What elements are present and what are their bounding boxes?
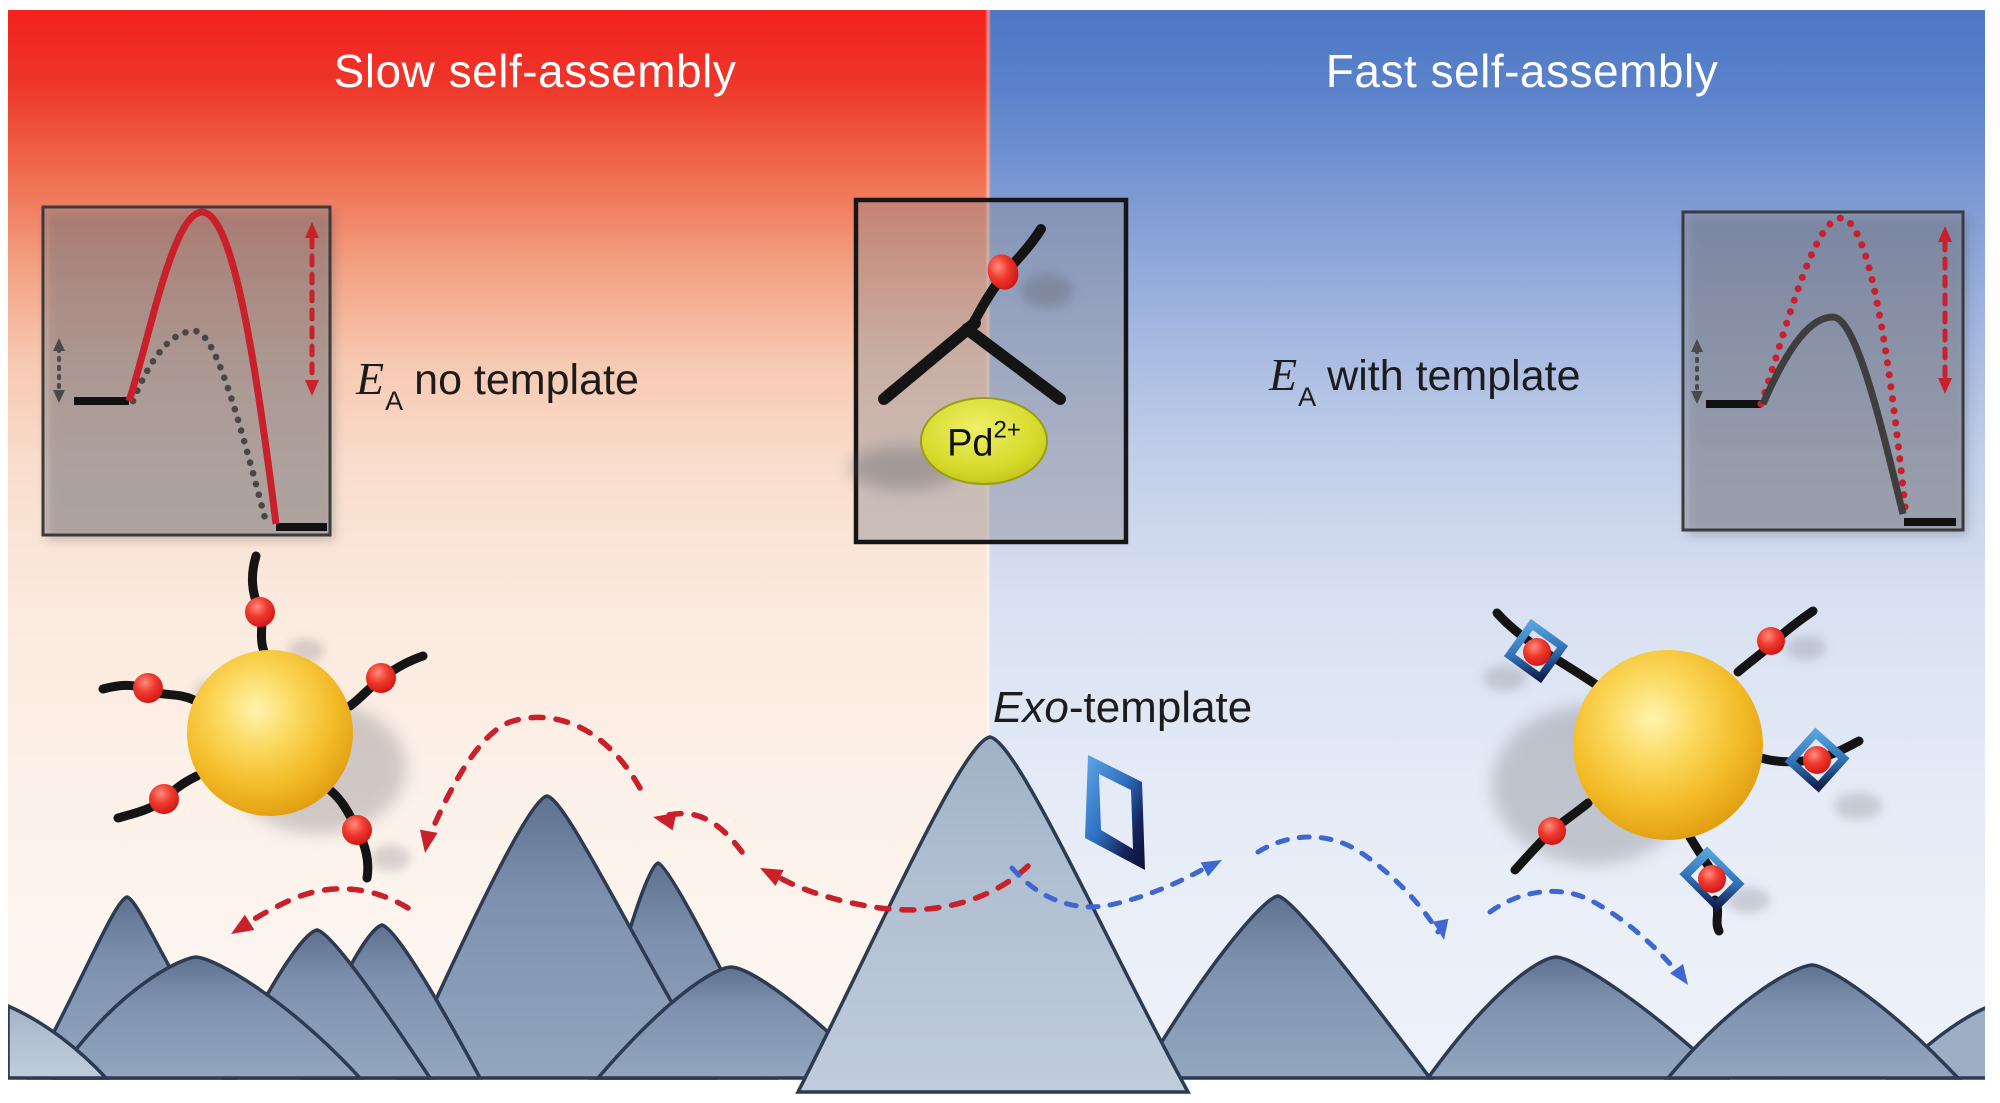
binding-site-bead: [245, 597, 275, 627]
inset-shadow: [1687, 217, 1967, 535]
template-ring-icon: [1679, 846, 1745, 912]
mountain-light-front: [795, 735, 1191, 1094]
inset-frame: [853, 197, 1129, 545]
mountain: [1136, 894, 1434, 1080]
ea-text: no template: [414, 356, 639, 404]
gold-sphere: [187, 650, 353, 816]
binding-site-bead: [366, 663, 396, 693]
shadow: [370, 845, 410, 871]
inset-frame: [1681, 210, 1965, 532]
arrowhead: [231, 914, 255, 934]
shadow: [1726, 887, 1770, 913]
barrier-curve-no-template-dotted: [1757, 214, 1910, 520]
gold-sphere: [1573, 650, 1763, 840]
barrier-curve-with-template-dotted: [129, 327, 269, 522]
exo-template-label: Exo-template: [993, 683, 1252, 733]
red-dashed-arc: [767, 863, 1031, 913]
exo-text: -template: [1068, 683, 1253, 732]
mountain: [51, 955, 364, 1080]
blue-dashed-arc: [1487, 888, 1685, 981]
pd-ligand-box: [849, 197, 1129, 545]
pd-ion-ellipse: [920, 397, 1048, 485]
panel-title-fast: Fast self-assembly: [1326, 44, 1718, 98]
ea-double-arrow-tall-red: [305, 222, 319, 396]
binding-site-bead: [342, 815, 372, 845]
ea-double-arrow-tall-red: [1938, 226, 1952, 394]
pd-charge: 2+: [993, 416, 1021, 444]
barrier-curve-with-template-solid: [1759, 313, 1907, 515]
energy-profile-inset-with-template: [1681, 210, 1967, 535]
binding-site-beads: [133, 597, 396, 845]
arrowhead: [653, 812, 677, 831]
mountain: [397, 794, 719, 1080]
hopping-path-blue-arrowheads: [1200, 860, 1688, 985]
shadow: [1834, 792, 1882, 820]
hopping-path-red-arrowheads: [231, 812, 784, 934]
arrowhead: [1669, 964, 1688, 985]
binding-site-beads: [1523, 627, 1831, 893]
hopping-path-blue: [1009, 834, 1685, 981]
binding-site-bead: [1698, 865, 1726, 893]
pd-element: Pd: [947, 422, 994, 465]
red-dashed-arc: [425, 714, 643, 843]
mountain: [1664, 963, 1963, 1080]
exo-italic: Exo: [993, 683, 1069, 732]
pd-catalyst-label: Pd2+: [947, 417, 1021, 466]
blue-dashed-arc: [1255, 834, 1441, 935]
ea-symbol: E: [356, 353, 385, 404]
mountain: [1424, 955, 1730, 1080]
energy-landscape-mountains: [8, 735, 1985, 1094]
binding-site-bead: [149, 784, 179, 814]
inset-frame: [41, 205, 332, 537]
binding-site-bead: [1523, 638, 1551, 666]
exo-template-ring-icon: [1085, 755, 1145, 870]
arrowhead: [1200, 860, 1222, 877]
binding-site-bead: [1538, 817, 1566, 845]
ea-double-arrow-small-gray: [53, 338, 65, 403]
background-fast-panel: [989, 10, 1985, 1078]
ea-subscript: A: [385, 385, 404, 416]
arrowhead: [419, 829, 438, 853]
red-dashed-arc: [237, 886, 411, 931]
red-dashed-arc: [661, 810, 745, 855]
barrier-curve-no-template-solid: [125, 208, 280, 525]
activation-energy-label-with-template: EA with template: [1269, 348, 1581, 412]
inset-shadow: [47, 212, 334, 540]
foreground-light-slope: [8, 1004, 111, 1080]
template-rings: [1503, 618, 1850, 912]
binding-site-bead: [1757, 627, 1785, 655]
panel-title-slow-text: Slow self-assembly: [333, 45, 737, 97]
ea-text: with template: [1327, 352, 1581, 400]
ea-double-arrow-small-gray: [1691, 339, 1703, 404]
shadow: [1021, 274, 1073, 308]
ea-subscript: A: [1298, 381, 1317, 412]
template-ring-icon: [1784, 727, 1850, 793]
ea-symbol: E: [1269, 349, 1298, 400]
panel-title-fast-text: Fast self-assembly: [1325, 45, 1719, 97]
panel-title-slow: Slow self-assembly: [334, 44, 737, 98]
gold-nanoparticle-bare: [98, 551, 428, 883]
arrowhead: [760, 868, 784, 887]
binding-site-bead: [987, 254, 1019, 290]
hopping-path-red: [237, 714, 1031, 931]
gold-nanoparticle-templated: [1483, 606, 1882, 936]
blue-dashed-arc: [1009, 861, 1215, 910]
shadow: [1786, 636, 1826, 660]
binding-site-bead: [133, 673, 163, 703]
binding-site-bead: [1803, 746, 1831, 774]
shadow: [1483, 665, 1527, 691]
template-ring-icon: [1503, 618, 1569, 684]
energy-profile-inset-no-template: [41, 205, 334, 540]
arrowhead: [1432, 918, 1449, 940]
activation-energy-label-no-template: EA no template: [356, 352, 639, 416]
